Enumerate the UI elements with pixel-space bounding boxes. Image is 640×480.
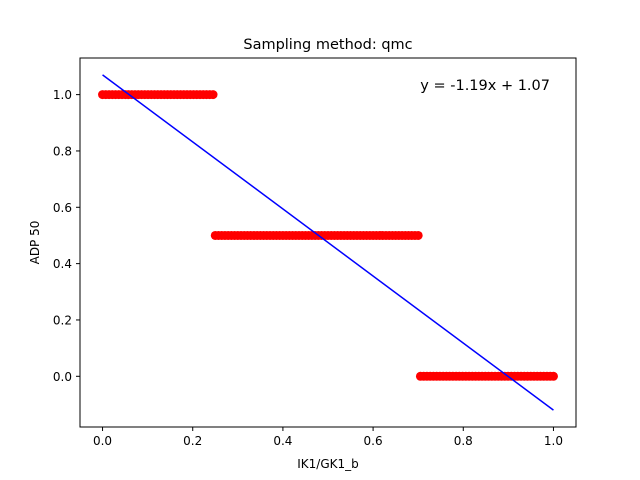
data-point [548,371,558,381]
x-tick-label: 0.4 [273,434,292,448]
fit-line [102,74,554,411]
x-tick-label: 0.2 [183,434,202,448]
x-tick-label: 1.0 [544,434,563,448]
x-axis-label: IK1/GK1_b [297,457,359,471]
y-tick-label: 0.2 [53,313,72,327]
y-axis-ticks: 0.0 0.2 0.4 0.6 0.8 1.0 [53,88,80,384]
x-tick-label: 0.6 [364,434,383,448]
y-axis-label: ADP 50 [28,221,42,265]
y-tick-label: 1.0 [53,88,72,102]
y-tick-label: 0.4 [53,257,72,271]
data-points [98,90,558,381]
data-point [413,230,423,240]
data-point [208,90,218,100]
y-tick-label: 0.8 [53,144,72,158]
fit-equation-annotation: y = -1.19x + 1.07 [420,78,550,94]
y-tick-label: 0.6 [53,201,72,215]
fit-line-group [102,74,554,411]
y-tick-label: 0.0 [53,370,72,384]
chart-title: Sampling method: qmc [243,37,412,53]
x-tick-label: 0.0 [93,434,112,448]
x-tick-label: 0.8 [454,434,473,448]
x-axis-ticks: 0.0 0.2 0.4 0.6 0.8 1.0 [93,427,563,448]
plot-frame [79,57,577,428]
